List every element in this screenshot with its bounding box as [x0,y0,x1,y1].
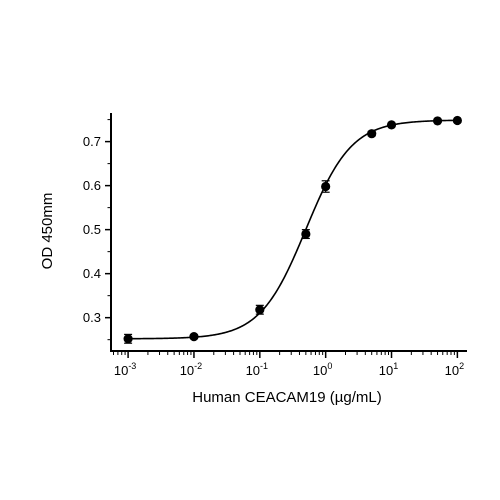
x-tick-label: 101 [379,361,398,378]
y-tick-label: 0.4 [83,266,101,281]
x-tick-label: 100 [313,361,332,378]
ticks: 0.3 0.4 0.5 0.6 0.7 10-3 10-2 10-1 100 101 102 [83,119,464,378]
x-axis-label: Human CEACAM19 (µg/mL) [192,389,382,406]
data-point [301,229,311,239]
y-axis-label: OD 450mm [39,193,56,270]
data-point [386,120,397,130]
y-tick-label: 0.3 [83,310,101,325]
x-tick-label: 10-1 [246,361,268,378]
x-tick-label: 10-2 [180,361,202,378]
data-point [123,334,133,344]
axes [110,113,467,352]
y-tick-label: 0.5 [83,222,101,237]
data-point [255,305,265,315]
data-point [189,331,199,342]
data-point [367,129,377,139]
y-tick-label: 0.7 [83,134,101,149]
x-tick-label: 102 [445,361,464,378]
y-tick-label: 0.6 [83,178,101,193]
data-point [432,116,443,126]
data-point [321,181,331,192]
fit-curve [128,119,458,340]
data-point [452,115,462,126]
fit-curve-layer [128,119,458,340]
x-tick-label: 10-3 [114,361,136,378]
data-points [123,115,462,344]
